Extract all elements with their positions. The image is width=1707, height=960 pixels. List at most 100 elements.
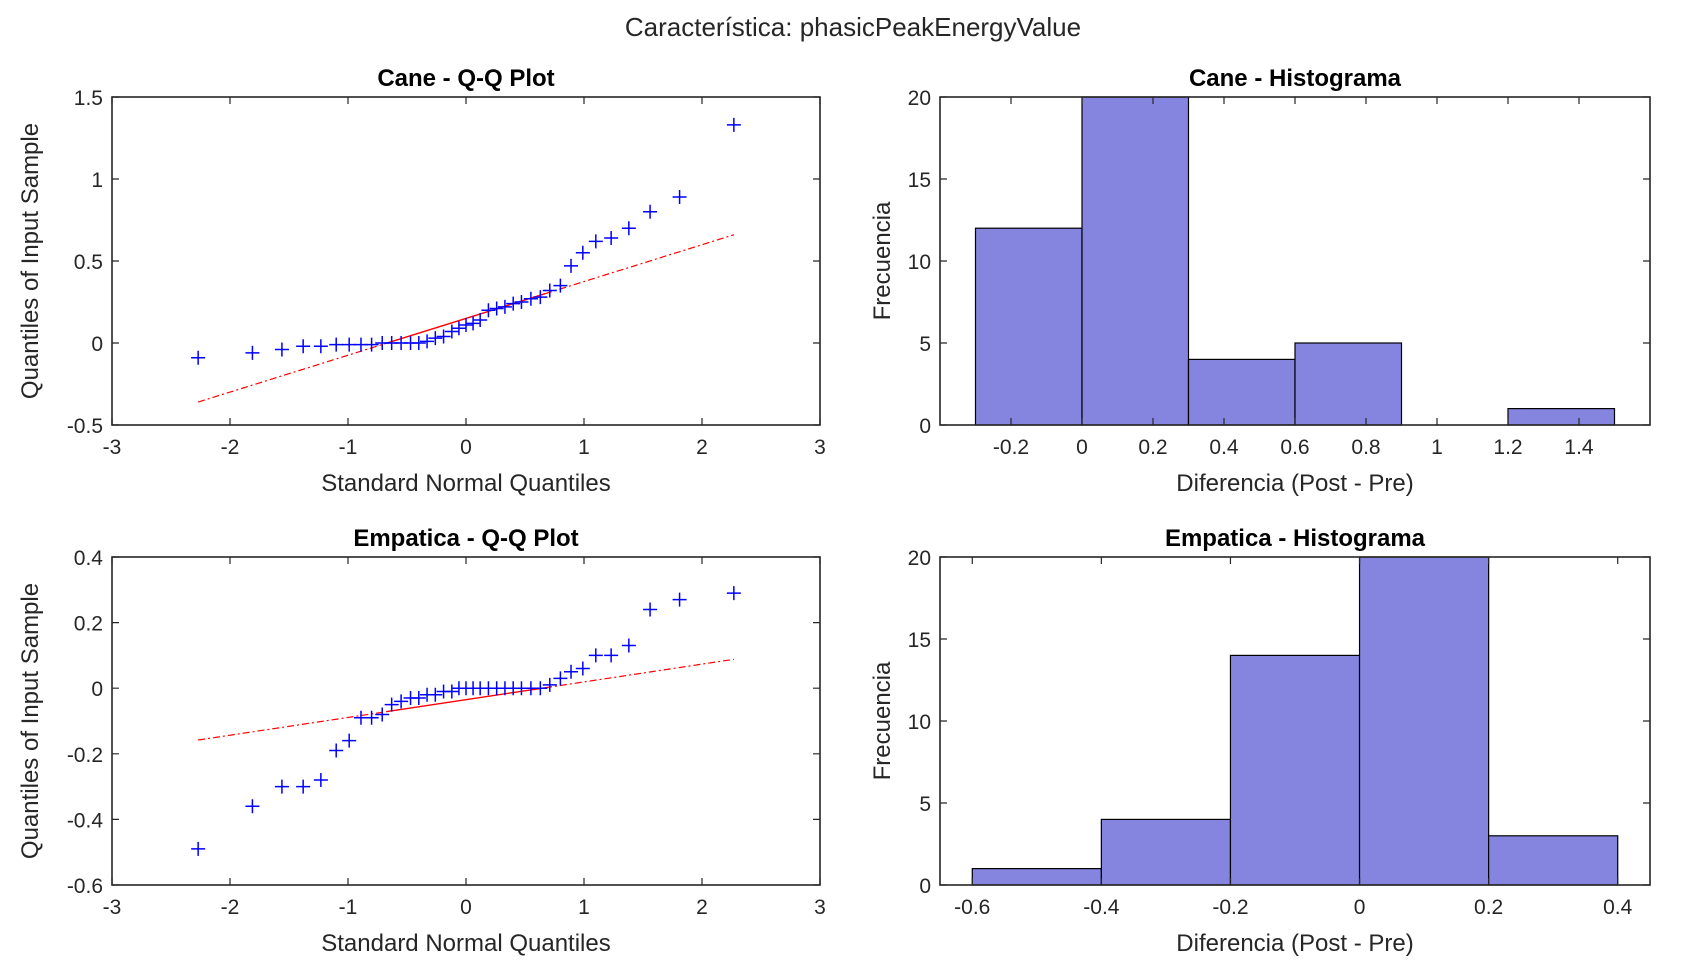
x-tick-label: 0: [460, 896, 472, 919]
qq-point: [604, 648, 619, 663]
subplot-title: Cane - Histograma: [1189, 65, 1402, 92]
subplot-title: Empatica - Q-Q Plot: [353, 525, 578, 552]
qq-point: [643, 602, 658, 617]
qq-point: [621, 221, 636, 236]
qq-point: [672, 592, 687, 607]
qq-point: [514, 295, 529, 309]
x-tick-label: -3: [103, 436, 122, 459]
qq-point: [436, 329, 451, 344]
qq-point: [466, 316, 481, 331]
x-axis-label: Diferencia (Post - Pre): [1176, 930, 1413, 957]
qq-point: [245, 799, 260, 814]
x-tick-label: 0: [1354, 896, 1366, 919]
y-axis-label: Quantiles of Input Sample: [17, 583, 44, 859]
qq-point: [411, 336, 426, 350]
x-tick-label: 1: [578, 896, 590, 919]
plot-area: [112, 97, 820, 425]
y-tick-label: -0.2: [67, 744, 103, 767]
subplot-grid: -3 -2 -1 0 1 2 3 -0.5 0 0.5 1 1.5 Cane - Q-Q Plot Sta…: [17, 65, 1651, 957]
y-tick-label: 15: [908, 629, 931, 652]
y-tick-label: -0.5: [67, 415, 103, 438]
reference-line-fit: [386, 687, 546, 713]
histogram-bar: [1081, 96, 1190, 426]
qq-point: [191, 841, 206, 856]
x-tick-label: -2: [221, 436, 240, 459]
y-tick-label: 20: [908, 547, 931, 570]
subplot-title: Empatica - Histograma: [1165, 525, 1426, 552]
qq-point: [533, 681, 548, 696]
qq-point: [553, 671, 568, 686]
qq-point: [575, 661, 590, 676]
qq-point: [588, 648, 603, 663]
histogram-bar: [1488, 835, 1619, 886]
plot-area: [112, 557, 820, 885]
x-tick-label: -0.2: [1212, 896, 1248, 919]
reference-line-lower-extension: [197, 342, 388, 403]
y-tick-label: 1: [91, 169, 103, 192]
y-axis-label: Frecuencia: [869, 201, 896, 320]
qq-point: [489, 301, 504, 316]
x-tick-label: -2: [221, 896, 240, 919]
y-tick-label: 10: [908, 251, 931, 274]
y-tick-label: 0.2: [74, 613, 103, 636]
y-tick-label: 0: [919, 415, 931, 438]
y-tick-label: -0.6: [67, 875, 103, 898]
x-axis-label: Standard Normal Quantiles: [321, 470, 610, 497]
qq-point: [497, 299, 512, 314]
y-tick-label: 10: [908, 711, 931, 734]
x-tick-label: 1: [578, 436, 590, 459]
qq-point: [564, 664, 579, 679]
histogram-bar: [1507, 408, 1616, 426]
histogram-bar: [1358, 556, 1490, 886]
qq-point: [672, 190, 687, 205]
x-axis-label: Standard Normal Quantiles: [321, 930, 610, 957]
qq-point: [564, 258, 579, 273]
qq-point: [329, 743, 344, 758]
qq-point: [364, 337, 379, 352]
subplot-1: -3 -2 -1 0 1 2 3 -0.5 0 0.5 1 1.5 Cane - Q-Q Plot Sta…: [17, 65, 826, 497]
qq-point: [451, 321, 466, 336]
qq-point: [726, 117, 741, 132]
qq-point: [553, 278, 568, 293]
qq-point: [588, 234, 603, 249]
subplot-2: -0.2 0 0.2 0.4 0.6 0.8 1 1.2 1.4 0 5 10 15 20 Cane - H…: [869, 65, 1651, 497]
figure-suptitle: Característica: phasicPeakEnergyValue: [625, 12, 1081, 42]
qq-point: [481, 303, 496, 318]
qq-point: [191, 350, 206, 365]
y-tick-label: 0.5: [74, 251, 103, 274]
y-axis-label: Quantiles of Input Sample: [17, 123, 44, 399]
qq-point: [384, 697, 399, 712]
y-tick-label: 0: [91, 333, 103, 356]
qq-point: [394, 694, 409, 709]
qq-point: [506, 296, 521, 311]
y-tick-label: -0.4: [67, 809, 104, 832]
histogram-bar: [971, 867, 1102, 886]
x-tick-label: 0.4: [1209, 436, 1239, 459]
qq-point: [575, 245, 590, 260]
qq-point: [296, 779, 311, 794]
qq-point: [643, 204, 658, 219]
y-tick-label: 5: [919, 333, 931, 356]
qq-point: [296, 339, 311, 354]
x-tick-label: 3: [814, 436, 826, 459]
y-tick-label: 20: [908, 87, 931, 110]
qq-point: [523, 291, 538, 306]
qq-point: [329, 337, 344, 352]
qq-point: [604, 231, 619, 246]
histogram-bar: [1294, 342, 1403, 426]
qq-point: [411, 691, 426, 706]
subplot-3: -3 -2 -1 0 1 2 3 -0.6 -0.4 -0.2 0 0.2 0.4 Empatica - …: [17, 525, 826, 957]
qq-point: [428, 331, 443, 346]
qq-point: [313, 773, 328, 788]
x-tick-label: 0.2: [1474, 896, 1503, 919]
x-tick-label: 1.2: [1493, 436, 1522, 459]
y-tick-label: 0: [919, 875, 931, 898]
qq-point: [313, 339, 328, 354]
histogram-bar: [1100, 818, 1232, 886]
qq-point: [274, 342, 289, 357]
x-tick-label: -0.2: [993, 436, 1029, 459]
y-tick-label: 0.4: [74, 547, 104, 570]
qq-point: [726, 586, 741, 601]
x-tick-label: 0.2: [1138, 436, 1167, 459]
